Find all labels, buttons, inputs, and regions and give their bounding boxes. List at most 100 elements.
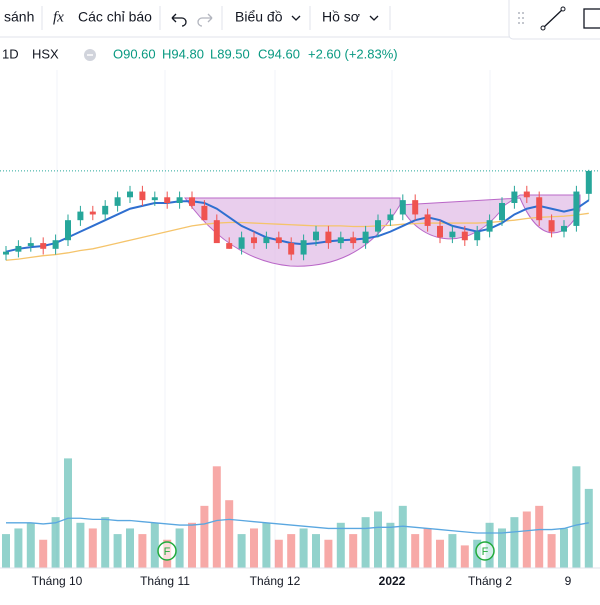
x-tick-label: 2022	[379, 574, 406, 588]
event-marker[interactable]	[157, 541, 177, 561]
event-label: F	[164, 546, 171, 558]
candle-body	[263, 237, 270, 244]
candle-body	[238, 237, 245, 249]
interval: 1D	[2, 46, 19, 61]
volume-bar	[398, 505, 407, 568]
ohlc-close: C94.60	[258, 46, 300, 61]
volume-bar	[299, 528, 308, 568]
volume-bar	[498, 528, 506, 568]
candle-body	[325, 231, 332, 244]
candle-body	[461, 231, 468, 241]
candle-body	[424, 214, 431, 226]
candle-body	[585, 170, 592, 194]
volume-bar	[200, 505, 209, 568]
grid	[56, 70, 491, 568]
volume-bar	[262, 522, 271, 568]
rectangle-tool[interactable]	[583, 8, 600, 29]
x-tick-label: Tháng 2	[468, 574, 512, 588]
candle-body	[102, 205, 109, 215]
volume-bar	[51, 517, 60, 568]
volume-bar	[150, 522, 159, 568]
fx-icon[interactable]: fx	[53, 9, 64, 25]
volume-bar	[26, 522, 35, 568]
volume-bar	[324, 539, 333, 568]
candle-body	[52, 240, 59, 249]
volume-bar	[423, 528, 432, 568]
compare-button[interactable]: sánh	[4, 9, 34, 25]
volume-bar	[547, 534, 556, 568]
volume-bar	[361, 517, 370, 568]
volume-bar	[287, 534, 296, 568]
volume-bar	[88, 528, 97, 568]
tool-handle	[560, 6, 566, 12]
candle-body	[27, 243, 34, 246]
candle-body	[486, 220, 493, 232]
volume-bar	[374, 511, 382, 568]
volume-bar	[460, 545, 469, 568]
volume-bar	[212, 466, 221, 568]
event-label: F	[482, 546, 489, 558]
candle-body	[375, 220, 381, 232]
volume-bar	[522, 511, 531, 568]
trendline-tool[interactable]	[542, 8, 564, 29]
candle-body	[412, 200, 419, 215]
candle-body	[139, 191, 146, 201]
candle-body	[176, 197, 183, 203]
volume-bar	[572, 466, 581, 568]
candle-body	[387, 214, 394, 221]
x-tick-label: Tháng 12	[250, 574, 301, 588]
volume-bar	[76, 522, 85, 568]
event-marker[interactable]	[475, 541, 495, 561]
volume-bar	[225, 500, 234, 568]
x-tick-label: Tháng 10	[32, 574, 83, 588]
volume-bar	[39, 539, 48, 568]
ohlc-change: +2.60 (+2.83%)	[308, 46, 398, 61]
candle-body	[499, 203, 505, 221]
ohlc-high: H94.80	[162, 46, 204, 61]
volume-bar	[448, 534, 457, 568]
toolbar	[0, 0, 600, 37]
candle-body	[89, 211, 96, 215]
undo-button[interactable]	[171, 13, 187, 27]
candle-body	[437, 225, 443, 238]
volume-bar	[250, 528, 258, 568]
candle-body	[337, 237, 344, 244]
profile-button[interactable]: Hồ sơ	[322, 9, 360, 25]
tool-handle	[540, 25, 546, 31]
chevron	[369, 15, 379, 21]
volume-bar	[188, 522, 196, 568]
volume-bar	[386, 522, 395, 568]
volume-bar	[312, 534, 320, 568]
redo-button[interactable]	[197, 13, 213, 27]
candle-body	[313, 231, 319, 241]
candle-body	[77, 211, 84, 221]
volume-bar	[64, 458, 72, 568]
volume-bar	[336, 522, 345, 568]
candle-body	[226, 243, 233, 249]
volume-bar	[535, 505, 544, 568]
volume-bar	[175, 528, 184, 568]
volume-bar	[113, 534, 122, 568]
indicators-button[interactable]: Các chỉ báo	[78, 9, 152, 25]
candle-body	[511, 191, 518, 203]
candle-body	[548, 220, 555, 232]
candle-body	[164, 197, 171, 203]
volume-bar	[14, 528, 23, 568]
volume-ma-line	[6, 517, 589, 534]
candle-body	[213, 220, 220, 244]
x-tick-label: Tháng 11	[140, 574, 190, 588]
drag-handle[interactable]	[518, 12, 524, 24]
chart-type-button[interactable]: Biểu đồ	[235, 9, 283, 25]
volume-bar	[584, 488, 593, 568]
candle-body	[65, 220, 71, 241]
candle-body	[114, 197, 121, 206]
volume-bar	[237, 534, 246, 568]
candle-body	[523, 191, 530, 198]
candle-body	[15, 245, 22, 252]
candle-body	[474, 231, 481, 241]
candle-body	[251, 237, 257, 244]
candle-body	[189, 197, 195, 206]
candle-body	[350, 237, 357, 244]
candle-body	[449, 231, 456, 238]
ohlc-open: O90.60	[113, 46, 156, 61]
